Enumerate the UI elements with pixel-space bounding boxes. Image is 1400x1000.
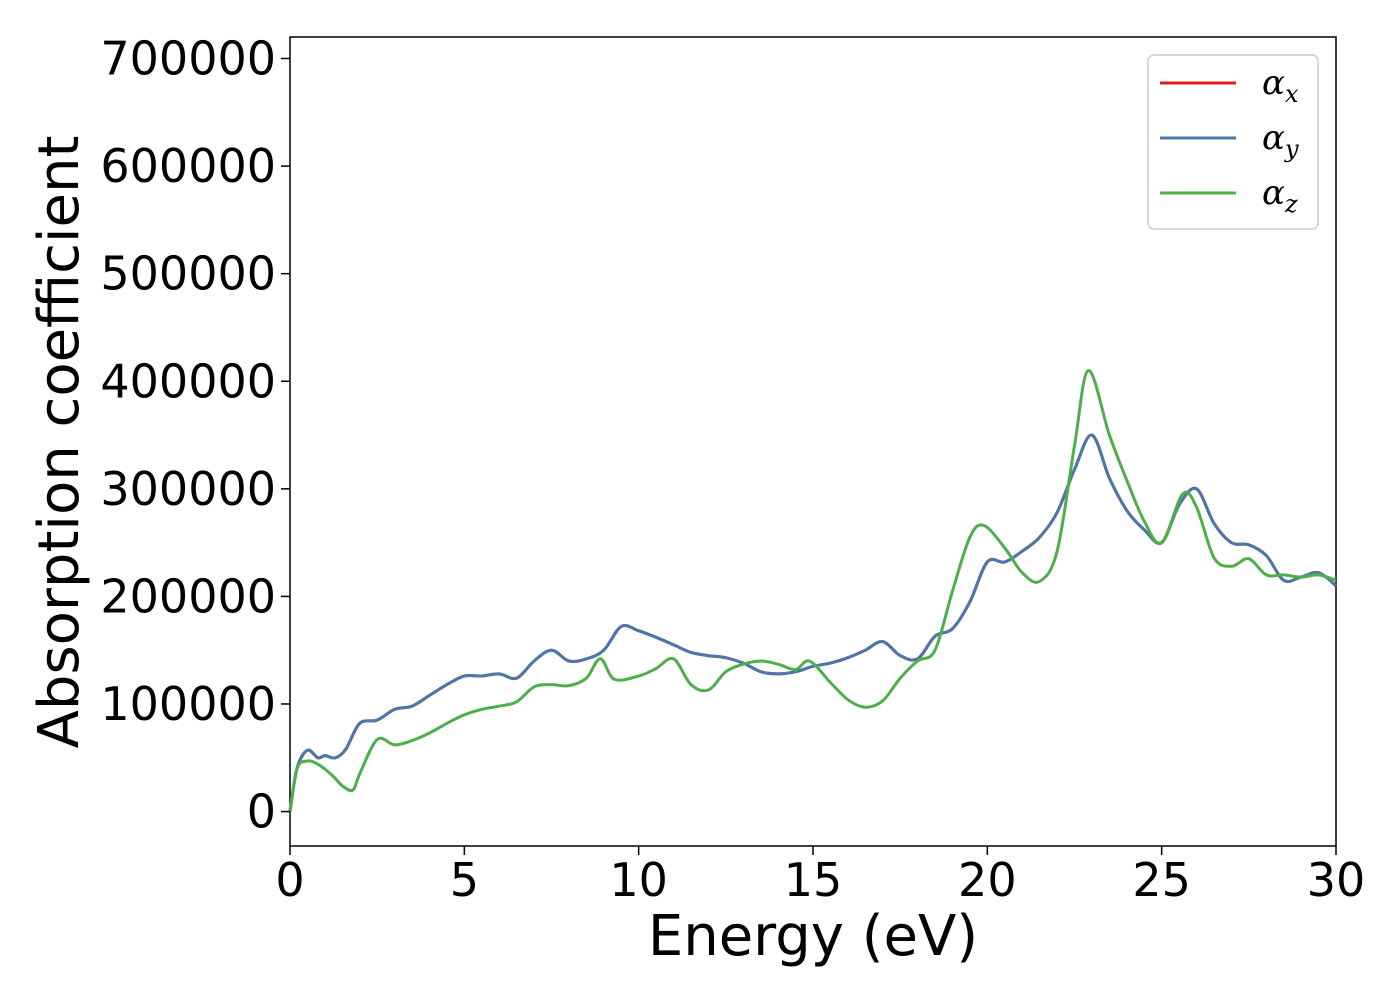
y-tick-label: 500000 xyxy=(100,247,276,301)
x-tick-label: 10 xyxy=(609,853,668,907)
legend-label-subscript: y xyxy=(1284,135,1299,163)
series-group xyxy=(288,368,1337,812)
series-line-y xyxy=(288,433,1337,812)
y-tick-label: 0 xyxy=(247,785,276,839)
x-tick-label: 0 xyxy=(275,853,304,907)
legend-label-y: αy xyxy=(1262,118,1299,163)
y-axis-ticks: 0 100000 200000 300000 400000 500000 600000 700… xyxy=(100,32,290,839)
y-tick-label: 600000 xyxy=(100,139,276,193)
y-tick-label: 300000 xyxy=(100,462,276,516)
x-axis-ticks: 0 5 10 15 20 25 30 xyxy=(275,846,1365,907)
legend-label-x: αx xyxy=(1262,63,1299,108)
legend-label-subscript: z xyxy=(1284,190,1298,218)
x-tick-label: 30 xyxy=(1307,853,1366,907)
series-line-x xyxy=(288,433,1337,812)
x-axis-title: Energy (eV) xyxy=(648,904,978,969)
x-tick-label: 5 xyxy=(450,853,479,907)
x-tick-label: 25 xyxy=(1132,853,1191,907)
legend-label-subscript: x xyxy=(1285,80,1299,108)
x-tick-label: 15 xyxy=(784,853,843,907)
x-tick-label: 20 xyxy=(958,853,1017,907)
y-tick-label: 700000 xyxy=(100,32,276,86)
series-line-z xyxy=(288,368,1337,812)
y-axis-title: Absorption coefficient xyxy=(27,136,92,749)
y-tick-label: 100000 xyxy=(100,677,276,731)
y-tick-label: 400000 xyxy=(100,354,276,408)
legend-box xyxy=(1147,54,1319,230)
y-tick-label: 200000 xyxy=(100,569,276,623)
